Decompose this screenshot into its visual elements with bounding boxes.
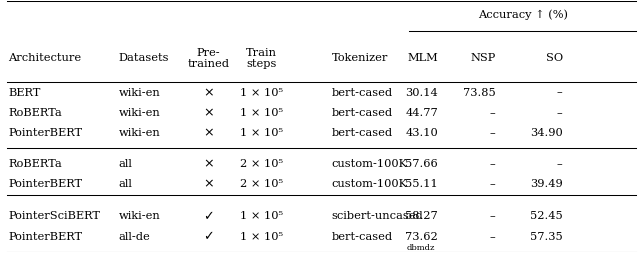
Text: bert-cased: bert-cased xyxy=(332,88,392,98)
Text: ✓: ✓ xyxy=(203,230,214,243)
Text: $\times$: $\times$ xyxy=(203,157,214,171)
Text: Tokenizer: Tokenizer xyxy=(332,53,388,63)
Text: 1 × 10⁵: 1 × 10⁵ xyxy=(240,211,283,221)
Text: –: – xyxy=(490,179,495,189)
Text: scibert-uncased: scibert-uncased xyxy=(332,211,423,221)
Text: Architecture: Architecture xyxy=(8,53,81,63)
Text: wiki-en: wiki-en xyxy=(119,108,161,118)
Text: 55.11: 55.11 xyxy=(405,179,438,189)
Text: 2 × 10⁵: 2 × 10⁵ xyxy=(240,179,283,189)
Text: PointerBERT: PointerBERT xyxy=(8,128,83,138)
Text: 58.27: 58.27 xyxy=(405,211,438,221)
Text: $\times$: $\times$ xyxy=(203,86,214,99)
Text: 1 × 10⁵: 1 × 10⁵ xyxy=(240,232,283,242)
Text: dbmdz: dbmdz xyxy=(407,244,435,252)
Text: 1 × 10⁵: 1 × 10⁵ xyxy=(240,108,283,118)
Text: 30.14: 30.14 xyxy=(405,88,438,98)
Text: SO: SO xyxy=(545,53,563,63)
Text: 1 × 10⁵: 1 × 10⁵ xyxy=(240,128,283,138)
Text: bert-cased: bert-cased xyxy=(332,128,392,138)
Text: custom-100K: custom-100K xyxy=(332,179,408,189)
Text: PointerBERT: PointerBERT xyxy=(8,232,83,242)
Text: –: – xyxy=(490,211,495,221)
Text: Accuracy ↑ (%): Accuracy ↑ (%) xyxy=(477,9,568,20)
Text: –: – xyxy=(557,88,563,98)
Text: $\times$: $\times$ xyxy=(203,178,214,191)
Text: PointerBERT: PointerBERT xyxy=(8,179,83,189)
Text: Train
steps: Train steps xyxy=(246,47,276,69)
Text: ✓: ✓ xyxy=(203,210,214,223)
Text: 57.35: 57.35 xyxy=(530,232,563,242)
Text: –: – xyxy=(490,128,495,138)
Text: 52.45: 52.45 xyxy=(530,211,563,221)
Text: all: all xyxy=(119,179,132,189)
Text: RoBERTa: RoBERTa xyxy=(8,159,62,169)
Text: wiki-en: wiki-en xyxy=(119,128,161,138)
Text: MLM: MLM xyxy=(408,53,438,63)
Text: 73.85: 73.85 xyxy=(463,88,495,98)
Text: 2 × 10⁵: 2 × 10⁵ xyxy=(240,159,283,169)
Text: bert-cased: bert-cased xyxy=(332,108,392,118)
Text: 44.77: 44.77 xyxy=(405,108,438,118)
Text: custom-100K: custom-100K xyxy=(332,159,408,169)
Text: Pre-
trained: Pre- trained xyxy=(188,47,229,69)
Text: BERT: BERT xyxy=(8,88,41,98)
Text: –: – xyxy=(490,108,495,118)
Text: –: – xyxy=(490,159,495,169)
Text: $\times$: $\times$ xyxy=(203,126,214,140)
Text: Datasets: Datasets xyxy=(119,53,170,63)
Text: wiki-en: wiki-en xyxy=(119,211,161,221)
Text: –: – xyxy=(557,159,563,169)
Text: bert-cased: bert-cased xyxy=(332,232,392,242)
Text: 57.66: 57.66 xyxy=(405,159,438,169)
Text: all-de: all-de xyxy=(119,232,150,242)
Text: 34.90: 34.90 xyxy=(530,128,563,138)
Text: PointerSciBERT: PointerSciBERT xyxy=(8,211,100,221)
Text: 43.10: 43.10 xyxy=(405,128,438,138)
Text: 73.62: 73.62 xyxy=(405,232,438,242)
Text: 39.49: 39.49 xyxy=(530,179,563,189)
Text: wiki-en: wiki-en xyxy=(119,88,161,98)
Text: all: all xyxy=(119,159,132,169)
Text: NSP: NSP xyxy=(470,53,495,63)
Text: –: – xyxy=(490,232,495,242)
Text: $\times$: $\times$ xyxy=(203,106,214,119)
Text: –: – xyxy=(557,108,563,118)
Text: 1 × 10⁵: 1 × 10⁵ xyxy=(240,88,283,98)
Text: RoBERTa: RoBERTa xyxy=(8,108,62,118)
